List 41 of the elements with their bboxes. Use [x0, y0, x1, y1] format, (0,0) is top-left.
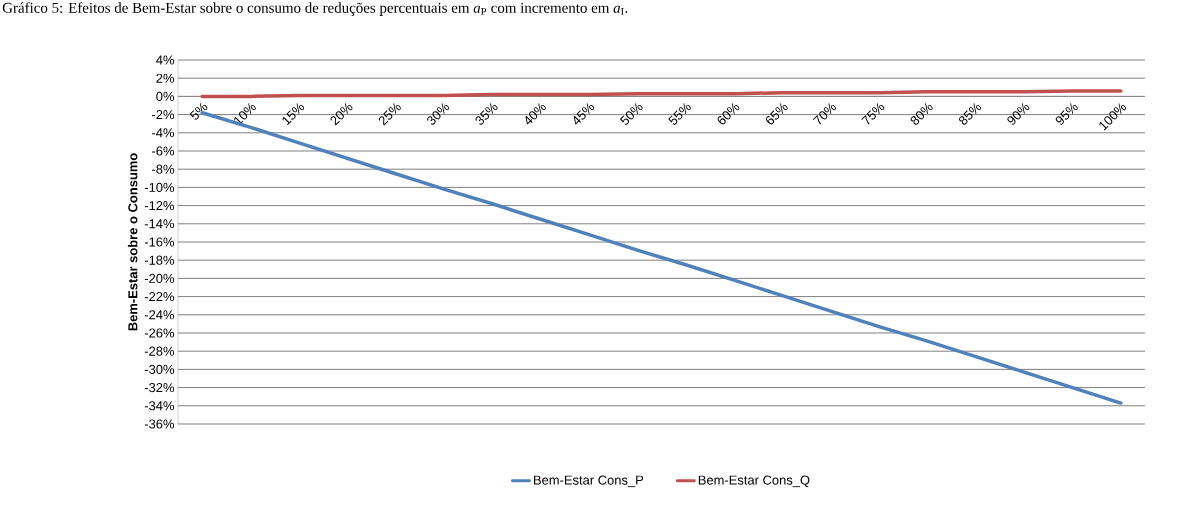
- x-tick-label: 35%: [475, 103, 498, 125]
- y-tick-label: 4%: [156, 55, 175, 65]
- legend-label: Bem-Estar Cons_P: [534, 475, 644, 488]
- y-tick-label: -24%: [144, 310, 175, 320]
- x-tick-label: 65%: [765, 103, 788, 125]
- y-tick-label: -12%: [144, 201, 175, 211]
- x-tick-label: 55%: [668, 103, 691, 125]
- x-tick-label: 95%: [1055, 103, 1078, 125]
- x-tick-label: 80%: [910, 103, 933, 125]
- x-tick-label: 30%: [427, 103, 450, 125]
- y-tick-label: -6%: [152, 146, 175, 156]
- x-tick-label: 45%: [573, 103, 595, 125]
- y-tick-label: -16%: [144, 237, 175, 247]
- x-tick-label: 85%: [958, 103, 982, 125]
- y-tick-label: -22%: [144, 292, 175, 302]
- y-tick-label: -10%: [144, 182, 175, 192]
- y-tick-label: -14%: [144, 219, 175, 229]
- y-tick-label: -2%: [152, 110, 175, 120]
- y-tick-label: -34%: [144, 401, 175, 411]
- x-tick-label: 5%: [189, 103, 208, 120]
- x-tick-label: 15%: [282, 103, 305, 126]
- x-tick-label: 40%: [525, 103, 546, 125]
- x-tick-label: 60%: [717, 103, 740, 125]
- legend-label: Bem-Estar Cons_Q: [698, 475, 810, 488]
- x-tick-label: 50%: [619, 103, 643, 125]
- y-tick-label: -32%: [144, 383, 175, 393]
- y-tick-label: -4%: [152, 128, 175, 138]
- y-axis-title: Bem-Estar sobre o Consumo: [127, 153, 138, 331]
- y-tick-label: -18%: [144, 255, 175, 265]
- y-tick-label: 2%: [156, 73, 175, 83]
- y-tick-label: -30%: [144, 364, 175, 374]
- y-tick-label: -36%: [144, 419, 175, 429]
- y-tick-label: -28%: [144, 346, 175, 356]
- y-tick-label: -20%: [144, 273, 175, 283]
- y-tick-label: -26%: [144, 328, 175, 338]
- y-tick-label: -8%: [152, 164, 175, 174]
- x-tick-label: 70%: [812, 103, 837, 125]
- chart-title: Gráfico 5: Efeitos de Bem-Estar sobre o consumo de reduções percentuais em a$_{P}$ com incremento em a$_{I}$.: [2, 2, 628, 16]
- x-tick-label: 75%: [861, 103, 885, 125]
- x-tick-label: 90%: [1007, 103, 1030, 125]
- y-tick-label: 0%: [156, 91, 175, 101]
